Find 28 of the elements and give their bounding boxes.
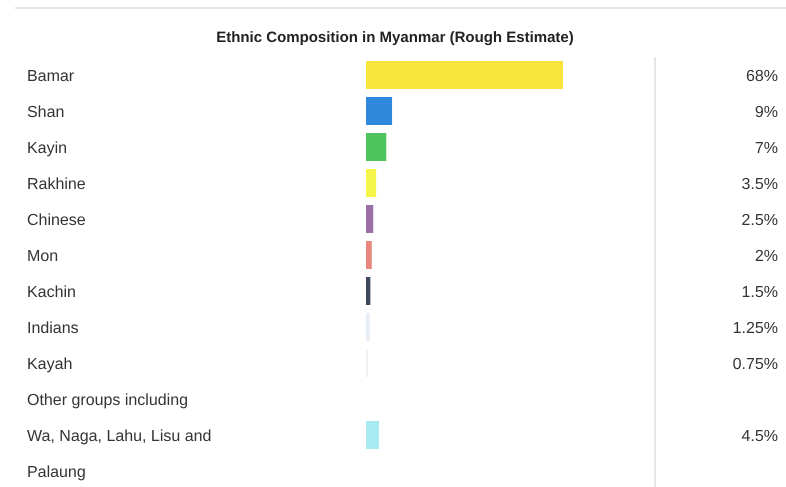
y-tick-label: Other groups including Wa, Naga, Lahu, Lisu and Palaung <box>27 392 212 481</box>
y-tick-label: Indians <box>27 320 79 337</box>
y-tick-label: Mon <box>27 248 58 265</box>
bar <box>366 133 386 161</box>
bar <box>366 169 376 197</box>
data-label: 2% <box>754 248 778 265</box>
data-label: 68% <box>746 68 778 85</box>
bar <box>366 205 374 233</box>
y-tick-label: Kayin <box>27 140 68 157</box>
y-tick-label: Kayah <box>27 356 72 373</box>
data-label: 2.5% <box>742 212 778 229</box>
data-label: 7% <box>754 140 778 157</box>
bar <box>366 277 370 305</box>
y-tick-label: Bamar <box>27 68 75 85</box>
bar <box>366 61 563 89</box>
data-label: 1.5% <box>742 284 778 301</box>
bar <box>366 241 372 269</box>
y-tick-label: Shan <box>27 104 64 121</box>
y-tick-label: Kachin <box>27 284 76 301</box>
data-label: 1.25% <box>732 320 778 337</box>
data-label: 0.75% <box>732 356 778 373</box>
data-label: 3.5% <box>742 176 778 193</box>
chart-title: Ethnic Composition in Myanmar (Rough Estimate) <box>216 29 574 46</box>
y-tick-label: Rakhine <box>27 176 86 193</box>
data-label: 4.5% <box>742 428 778 445</box>
bar <box>366 97 392 125</box>
y-tick-label: Chinese <box>27 212 86 229</box>
data-label: 9% <box>754 104 778 121</box>
